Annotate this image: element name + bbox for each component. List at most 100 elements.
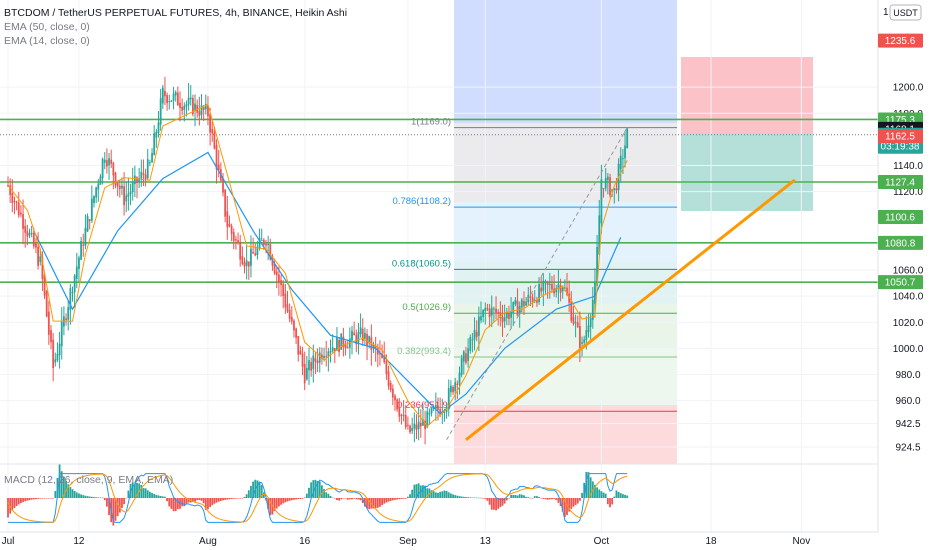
y-tick-label: 960.0 (895, 396, 920, 407)
macd-histogram-bar (385, 498, 388, 503)
candle-body (288, 309, 291, 319)
macd-histogram-bar (609, 498, 611, 508)
macd-histogram-bar (174, 498, 177, 512)
macd-histogram-bar (228, 498, 231, 500)
candle-body (123, 186, 125, 206)
candle-body (26, 231, 29, 237)
y-tick-label: 924.5 (895, 442, 920, 453)
macd-histogram-bar (482, 498, 485, 499)
candle-body (239, 242, 242, 260)
macd-histogram-bar (282, 498, 285, 504)
fib-zone-6 (454, 405, 677, 464)
countdown-text: 03:19:38 (881, 142, 920, 153)
macd-histogram-bar (241, 498, 244, 499)
fib-level-label: 0.5(1026.9) (402, 302, 451, 313)
candle-body (563, 287, 566, 289)
macd-histogram-bar (146, 490, 149, 498)
candle-body (606, 176, 609, 181)
macd-histogram-bar (159, 495, 162, 498)
candle-body (624, 145, 626, 159)
y-tick-label: 942.5 (895, 419, 920, 430)
macd-histogram-bar (467, 497, 469, 498)
target-zone[interactable] (681, 133, 813, 211)
macd-histogram-bar (497, 498, 500, 509)
candle-body (398, 407, 401, 417)
candle-body (202, 107, 205, 110)
ema-14-legend[interactable]: EMA (14, close, 0) (4, 35, 90, 47)
candle-body (499, 312, 502, 319)
candle-body (284, 293, 287, 308)
horizontal-lines[interactable] (0, 118, 878, 283)
candle-body (589, 318, 592, 327)
x-tick-label: 18 (705, 536, 717, 547)
candle-body (531, 297, 534, 302)
candle-body (93, 196, 95, 204)
ema-50-legend[interactable]: EMA (50, close, 0) (4, 21, 90, 33)
candle-body (88, 219, 91, 222)
candle-body (471, 339, 474, 341)
macd-histogram-bar (181, 498, 184, 507)
macd-histogram-bar (142, 488, 145, 498)
macd-histogram-bar (269, 498, 272, 516)
candle-body (15, 201, 18, 203)
candle-body (469, 337, 472, 351)
macd-histogram-bar (69, 487, 72, 498)
macd-histogram-bar (357, 498, 360, 500)
candle-body (172, 93, 175, 101)
candle-body (254, 253, 257, 256)
candle-body (568, 293, 571, 303)
candle-body (273, 263, 276, 274)
currency-button[interactable]: USDT (889, 4, 922, 21)
macd-histogram-bar (579, 498, 581, 501)
macd-histogram-bar (166, 498, 168, 502)
macd-histogram-bar (209, 498, 211, 507)
macd-histogram-bar (256, 480, 259, 498)
macd-histogram-bar (619, 493, 622, 498)
candle-body (508, 313, 510, 319)
macd-histogram-bar (32, 498, 35, 500)
candle-body (56, 353, 59, 361)
macd-histogram-bar (121, 498, 123, 508)
candle-body (310, 362, 313, 371)
macd-histogram-bar (202, 498, 205, 504)
candle-body (228, 223, 231, 227)
macd-histogram-bar (546, 498, 549, 500)
macd-histogram-bar (243, 496, 246, 498)
candle-body (598, 215, 601, 255)
price-label-text: 1050.7 (885, 278, 916, 289)
macd-histogram-bar (325, 492, 328, 498)
candle-body (525, 301, 528, 306)
candle-body (24, 225, 27, 233)
macd-histogram-bar (118, 498, 121, 513)
macd-histogram-bar (617, 491, 620, 498)
candle-body (581, 342, 583, 344)
macd-histogram-bar (368, 498, 371, 510)
candle-body (609, 177, 611, 196)
trendline[interactable] (465, 178, 796, 441)
macd-histogram-bar (50, 498, 52, 499)
candle-body (361, 328, 364, 342)
macd-histogram-bar (299, 498, 302, 499)
candle-body (245, 260, 248, 266)
candle-body (37, 246, 39, 266)
macd-legend[interactable]: MACD (12, 26, close, 9, EMA, EMA) (4, 474, 173, 486)
candle-body (551, 284, 553, 290)
macd-histogram-bar (312, 480, 315, 498)
candle-body (112, 162, 115, 176)
candle-body (353, 332, 356, 336)
candle-body (600, 179, 603, 224)
candle-body (278, 274, 280, 282)
macd-histogram-bar (389, 498, 392, 501)
macd-histogram-bar (353, 498, 356, 499)
price-axis[interactable] (878, 0, 932, 532)
macd-histogram-bar (376, 498, 379, 508)
y-tick-label: 1200.0 (893, 83, 924, 94)
candle-body (204, 103, 207, 110)
candle-body (103, 159, 106, 163)
macd-histogram-bar (86, 496, 89, 498)
stop-zone[interactable] (681, 57, 813, 133)
candle-body (415, 424, 418, 431)
price-label-text: 1127.4 (885, 177, 915, 188)
candle-body (413, 423, 416, 429)
